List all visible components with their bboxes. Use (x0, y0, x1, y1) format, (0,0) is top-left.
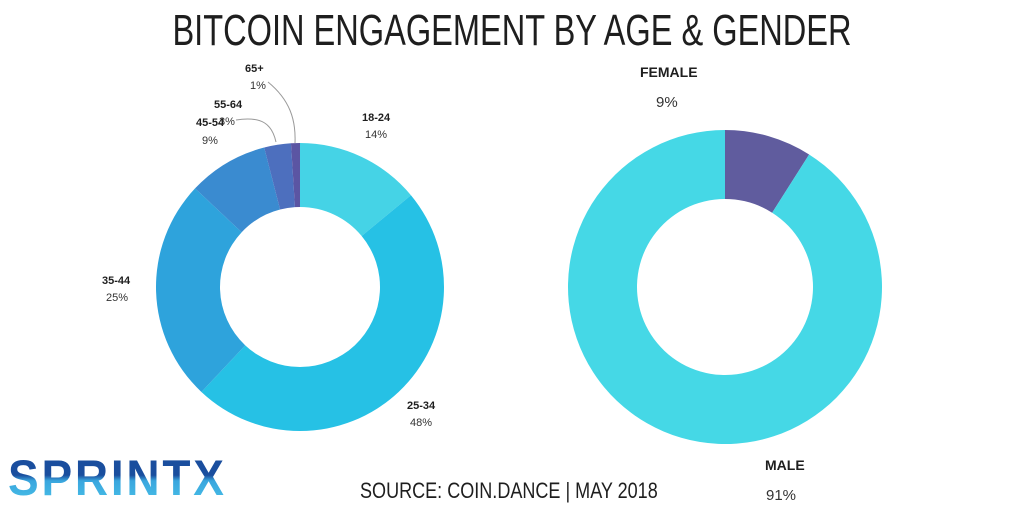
gender-label-value-1: 91% (766, 487, 796, 504)
chart-title: BITCOIN ENGAGEMENT BY AGE & GENDER (172, 6, 852, 55)
leader-line-55-64 (235, 118, 277, 143)
age-label-name-4: 55-64 (214, 99, 243, 111)
gender-slice-female (725, 130, 810, 213)
gender-label-name-0: FEMALE (640, 64, 698, 80)
age-label-value-2: 25% (106, 292, 128, 304)
age-label-value-1: 48% (410, 417, 432, 429)
sprintx-logo: SPRINTX (8, 450, 258, 506)
age-label-name-1: 25-34 (407, 400, 436, 412)
age-label-name-2: 35-44 (102, 275, 131, 287)
age-label-name-3: 45-54 (196, 117, 225, 129)
age-label-value-0: 14% (365, 129, 387, 141)
gender-label-value-0: 9% (656, 94, 678, 111)
gender-donut-chart (568, 130, 882, 444)
age-label-value-3: 9% (202, 135, 218, 147)
age-donut-chart (155, 143, 445, 432)
gender-slice-male (568, 130, 882, 444)
logo-text: SPRINTX (8, 450, 227, 506)
age-label-value-4: 3% (219, 116, 235, 128)
age-slice-45-54 (195, 147, 281, 233)
source-caption: SOURCE: COIN.DANCE | MAY 2018 (360, 478, 658, 503)
age-slice-25-34 (201, 195, 445, 432)
gender-label-name-1: MALE (765, 457, 805, 473)
age-slice-65- (290, 143, 300, 208)
age-slice-35-44 (155, 188, 246, 392)
age-label-name-5: 65+ (245, 63, 264, 75)
age-label-name-0: 18-24 (362, 112, 391, 124)
age-label-value-5: 1% (250, 80, 266, 92)
age-slice-18-24 (300, 143, 411, 237)
age-slice-55-64 (264, 143, 295, 210)
leader-line-65plus (267, 81, 296, 144)
